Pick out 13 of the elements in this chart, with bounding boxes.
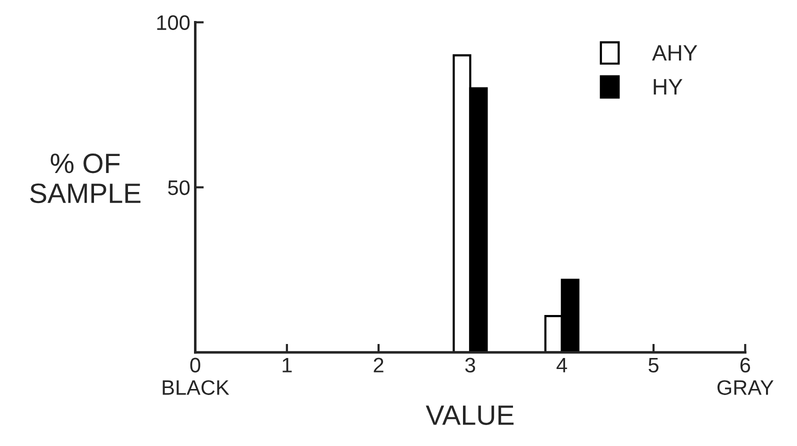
y-tick-label: 100 — [157, 15, 190, 30]
y-tick-label: 50 — [168, 180, 190, 196]
x-tick-label: 4 — [556, 358, 568, 372]
x-tick-label: 0 BLACK — [162, 358, 230, 395]
y-axis-title: % OF SAMPLE — [30, 154, 140, 204]
x-axis-title: VALUE — [426, 406, 514, 426]
x-tick-label: 3 — [465, 358, 476, 373]
legend-label: HY — [654, 79, 682, 94]
x-tick-label: 6 GRAY — [717, 358, 774, 395]
x-tick-label: 2 — [374, 358, 384, 372]
x-tick-label: 1 — [282, 358, 292, 372]
x-tick-label: 5 — [648, 358, 658, 373]
legend-label: AHY — [652, 45, 698, 61]
